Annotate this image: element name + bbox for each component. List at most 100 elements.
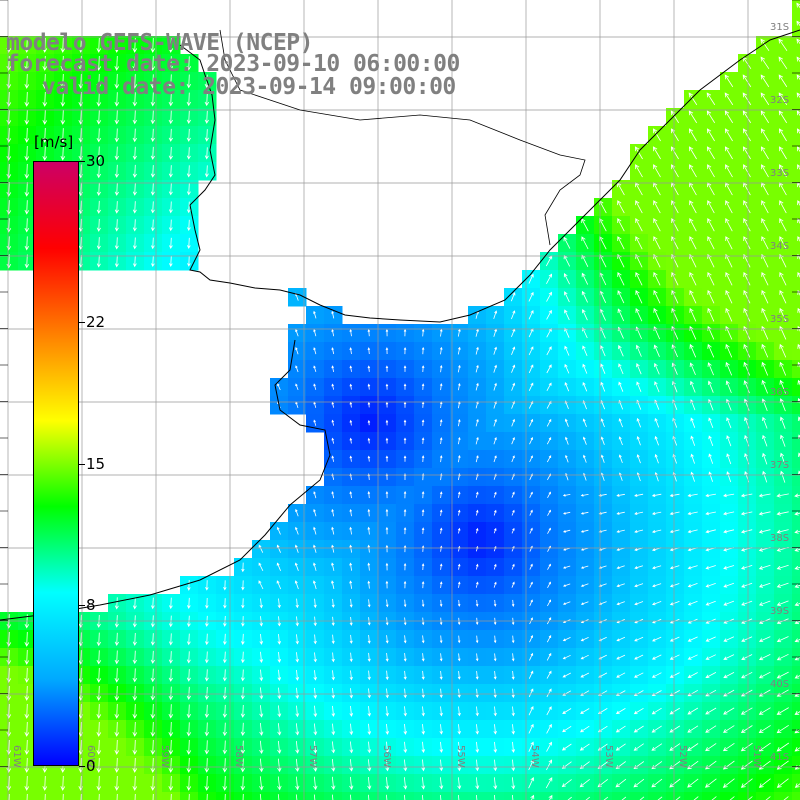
wind-arrow	[24, 236, 30, 251]
wind-arrow	[421, 741, 426, 754]
wind-arrow	[493, 671, 497, 680]
wind-arrow	[259, 598, 263, 609]
wind-arrow	[564, 418, 569, 427]
wind-arrow	[618, 436, 623, 446]
wind-arrow	[529, 491, 533, 498]
wind-arrow	[114, 73, 120, 89]
wind-arrow	[150, 219, 155, 232]
wind-arrow	[546, 309, 552, 320]
colorbar-unit: [m/s]	[34, 133, 74, 151]
wind-arrow	[150, 237, 155, 250]
wind-arrow	[42, 73, 48, 89]
wind-arrow	[439, 724, 443, 735]
wind-arrow	[312, 580, 317, 590]
wind-arrow	[313, 419, 317, 426]
wind-arrow	[132, 219, 137, 232]
wind-arrow	[794, 511, 800, 516]
wind-cell	[684, 792, 703, 800]
wind-arrow	[580, 601, 589, 605]
wind-arrow	[726, 417, 732, 429]
wind-arrow	[385, 759, 390, 772]
wind-arrow	[545, 777, 553, 789]
wind-arrow	[758, 493, 771, 498]
wind-arrow	[421, 437, 425, 444]
wind-arrow	[313, 544, 317, 553]
wind-arrow	[349, 419, 353, 426]
wind-arrow	[313, 794, 316, 800]
wind-arrow	[457, 671, 461, 680]
wind-arrow	[439, 383, 443, 391]
wind-arrow	[439, 635, 443, 644]
wind-arrow	[493, 418, 497, 427]
wind-arrow	[132, 255, 137, 268]
wind-arrow	[150, 775, 156, 791]
wind-arrow	[457, 454, 461, 463]
wind-arrow	[258, 580, 264, 590]
wind-cell	[792, 180, 800, 199]
wind-cell	[792, 702, 800, 721]
wind-arrow	[295, 776, 300, 791]
wind-arrow	[633, 778, 645, 788]
wind-arrow	[794, 674, 800, 679]
wind-arrow	[529, 581, 533, 588]
wind-arrow	[439, 777, 444, 790]
wind-arrow	[797, 379, 800, 386]
wind-arrow	[187, 219, 191, 232]
wind-arrow	[150, 739, 156, 755]
wind-arrow	[581, 254, 589, 267]
wind-arrow	[96, 667, 102, 683]
wind-arrow	[493, 310, 498, 320]
wind-arrow	[169, 255, 173, 267]
wind-arrow	[385, 347, 389, 355]
wind-arrow	[512, 794, 514, 800]
wind-arrow	[150, 668, 156, 683]
wind-arrow	[331, 705, 336, 717]
wind-arrow	[493, 706, 497, 717]
wind-arrow	[511, 437, 515, 445]
wind-arrow	[776, 600, 789, 606]
wind-arrow	[723, 672, 735, 679]
wind-arrow	[367, 544, 371, 553]
wind-arrow	[581, 290, 588, 303]
wind-arrow	[168, 739, 174, 755]
wind-cell	[342, 792, 361, 800]
wind-arrow	[277, 634, 281, 645]
wind-arrow	[761, 271, 769, 286]
wind-arrow	[797, 343, 800, 350]
wind-arrow	[780, 470, 786, 483]
wind-arrow	[794, 620, 800, 625]
wind-arrow	[96, 146, 102, 161]
wind-arrow	[740, 725, 753, 733]
wind-arrow	[634, 654, 644, 660]
wind-arrow	[687, 778, 699, 788]
wind-arrow	[313, 634, 317, 645]
wind-cell	[792, 252, 800, 271]
wind-arrow	[707, 307, 715, 322]
wind-arrow	[579, 725, 590, 733]
wind-arrow	[778, 38, 788, 52]
wind-arrow	[403, 383, 407, 390]
wind-arrow	[6, 109, 12, 125]
wind-arrow	[331, 455, 335, 462]
wind-arrow	[331, 670, 335, 681]
wind-arrow	[313, 329, 317, 337]
wind-arrow	[582, 345, 588, 357]
wind-arrow	[114, 128, 120, 143]
wind-arrow	[563, 273, 570, 285]
wind-arrow	[349, 759, 354, 772]
wind-arrow	[457, 724, 461, 735]
wind-arrow	[295, 758, 300, 772]
wind-arrow	[580, 637, 589, 642]
wind-arrow	[240, 669, 245, 682]
wind-cell	[792, 666, 800, 685]
wind-arrow	[707, 271, 715, 286]
wind-arrow	[725, 218, 733, 232]
wind-arrow	[98, 793, 100, 800]
wind-arrow	[367, 599, 371, 608]
wind-arrow	[511, 581, 515, 588]
wind-arrow	[600, 381, 606, 392]
wind-arrow	[242, 793, 244, 800]
wind-arrow	[689, 236, 697, 250]
wind-arrow	[475, 599, 479, 607]
wind-arrow	[42, 127, 48, 143]
